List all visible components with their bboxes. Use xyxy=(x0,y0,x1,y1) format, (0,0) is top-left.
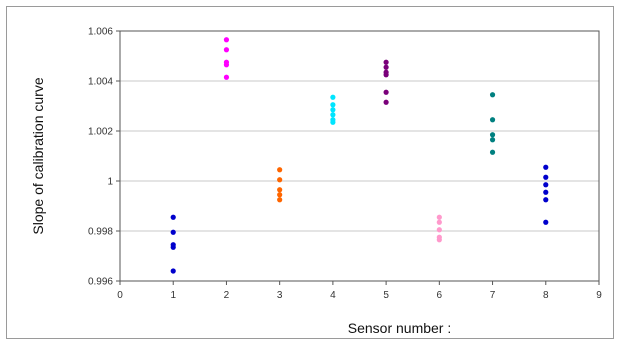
data-point xyxy=(277,192,283,198)
data-point xyxy=(330,94,336,100)
grid-lines xyxy=(120,80,599,232)
x-tick-label: 9 xyxy=(596,290,602,301)
data-point xyxy=(277,197,283,203)
data-point xyxy=(223,47,230,53)
data-point xyxy=(543,197,549,203)
x-tick-label: 8 xyxy=(543,290,549,301)
data-point xyxy=(543,164,549,170)
axis-ticks: 0.996 0.998 1 1.002 1.004 1.006 0 1 2 3 4 5 6 7 8 9 xyxy=(88,27,602,302)
data-point xyxy=(383,64,389,70)
data-point xyxy=(436,227,442,233)
x-tick-label: 3 xyxy=(277,290,283,301)
data-point xyxy=(170,229,176,235)
data-point xyxy=(436,237,442,243)
data-point xyxy=(383,59,389,65)
x-tick-label: 0 xyxy=(117,290,123,301)
data-point xyxy=(543,182,549,188)
y-tick-label: 1.004 xyxy=(88,77,113,88)
y-tick-label: 0.996 xyxy=(88,277,113,288)
data-point xyxy=(277,177,283,183)
data-point xyxy=(223,62,230,68)
y-tick-label: 1 xyxy=(107,177,113,188)
data-points xyxy=(170,37,549,274)
x-tick-label: 7 xyxy=(490,290,496,301)
x-tick-label: 1 xyxy=(170,290,176,301)
data-point xyxy=(170,244,176,250)
data-point xyxy=(489,132,496,138)
data-point xyxy=(383,72,389,78)
y-axis-title: Slope of calibration curve xyxy=(30,77,46,234)
data-point xyxy=(223,74,230,80)
data-point xyxy=(543,219,549,225)
data-point xyxy=(436,214,442,220)
plot-area xyxy=(119,30,600,282)
y-tick-label: 1.006 xyxy=(88,27,113,38)
data-point xyxy=(543,189,549,195)
data-point xyxy=(277,187,283,193)
x-tick-label: 2 xyxy=(224,290,230,301)
x-axis-title: Sensor number : xyxy=(348,320,452,336)
data-point xyxy=(489,137,496,143)
data-point xyxy=(277,167,283,173)
data-point xyxy=(383,99,389,105)
data-point xyxy=(383,89,389,95)
x-tick-label: 5 xyxy=(383,290,389,301)
data-point xyxy=(330,119,336,125)
data-point xyxy=(489,149,496,155)
data-point xyxy=(489,92,496,98)
data-point xyxy=(489,117,496,123)
data-point xyxy=(330,107,336,113)
data-point xyxy=(223,37,230,43)
x-tick-label: 6 xyxy=(437,290,443,301)
x-tick-label: 4 xyxy=(330,290,336,301)
data-point xyxy=(330,112,336,118)
data-point xyxy=(543,174,549,180)
y-tick-label: 1.002 xyxy=(88,127,113,138)
data-point xyxy=(170,214,176,220)
data-point xyxy=(436,219,442,225)
data-point xyxy=(170,268,176,274)
data-point xyxy=(330,102,336,108)
chart-frame xyxy=(6,6,614,339)
y-tick-label: 0.998 xyxy=(88,227,113,238)
